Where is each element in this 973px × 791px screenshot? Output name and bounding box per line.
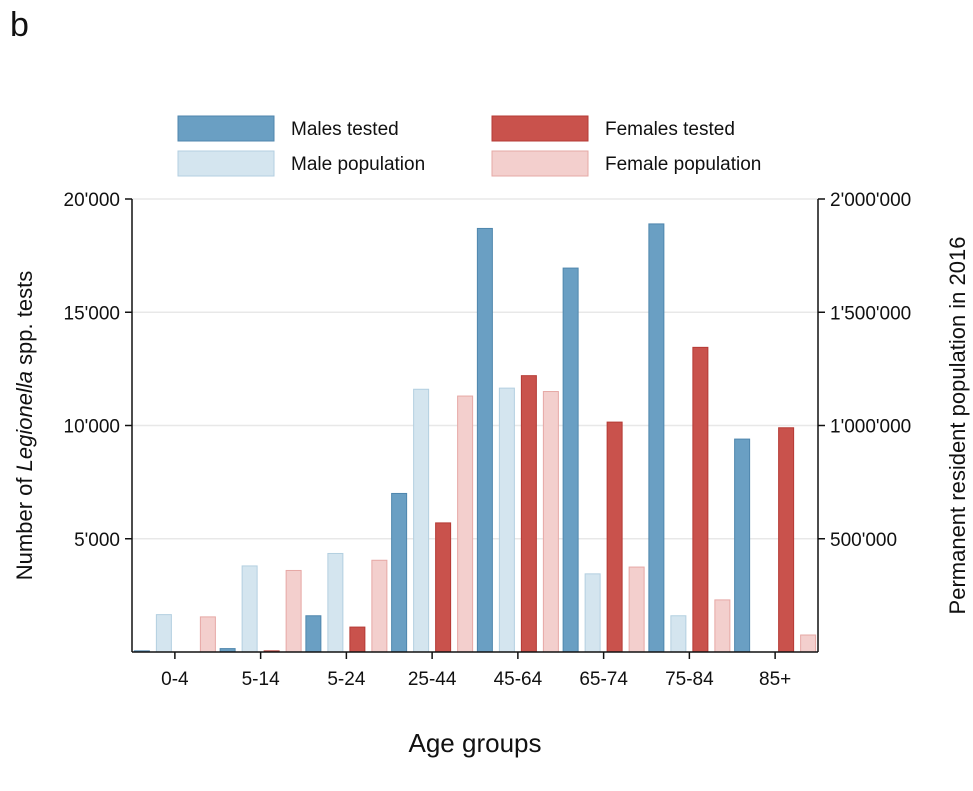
y2-tick-label: 500'000 [830,530,897,551]
y-axis-title: Number of Legionella spp. tests [12,271,37,580]
y2-tick-label: 2'000'000 [830,190,911,211]
females-tested-bar [435,522,452,653]
x-tick-label: 5-14 [242,669,280,690]
panel-label: b [10,6,29,44]
y-title-prefix: Number of [12,471,37,580]
females-tested-bar [692,346,709,653]
legend-swatch-males-tested [177,115,275,142]
male-population-bar [155,614,172,653]
y-title-italic: Legionella [12,371,37,471]
legend-label-females-tested: Females tested [605,119,735,140]
y-tick-label: 10'000 [64,417,120,438]
legend-label-males-tested: Males tested [291,119,399,140]
x-tick-label: 0-4 [161,669,189,690]
female-population-bar [542,391,559,653]
x-tick-label: 45-64 [494,669,543,690]
males-tested-bar [562,267,579,653]
y-tick-label: 15'000 [64,303,120,324]
legend-swatch-females-tested [491,115,589,142]
males-tested-bar [476,227,493,653]
legend-label-male-population: Male population [291,154,425,175]
females-tested-bar [520,375,537,653]
females-tested-bar [778,427,795,653]
male-population-bar [413,388,430,653]
female-population-bar [371,559,388,653]
male-population-bar [327,552,344,653]
y-title-suffix: spp. tests [12,271,37,371]
female-population-bar [800,634,817,653]
x-tick-label: 5-24 [327,669,365,690]
female-population-bar [285,569,302,653]
male-population-bar [498,387,515,653]
bars [133,223,817,653]
male-population-bar [584,573,601,653]
x-tick-label: 75-84 [665,669,714,690]
tick-labels: 5'000 10'000 15'000 20'000 500'000 1'000'000 1… [64,190,912,690]
x-tick-label: 85+ [759,669,791,690]
males-tested-bar [305,615,322,653]
gridlines [132,198,818,540]
female-population-bar [628,566,645,653]
female-population-bar [714,599,731,653]
males-tested-bar [391,492,408,653]
y2-axis-title: Permanent resident population in 2016 [945,237,970,615]
female-population-bar [457,395,474,653]
males-tested-bar [648,223,665,653]
females-tested-bar [349,626,366,653]
y-tick-label: 5'000 [74,530,120,551]
females-tested-bar [606,421,623,653]
y2-tick-label: 1'500'000 [830,303,911,324]
y-tick-label: 20'000 [64,190,120,211]
female-population-bar [199,616,216,653]
males-tested-bar [734,438,751,653]
male-population-bar [241,565,258,653]
legend: Males tested Male population Females teste… [177,115,761,177]
legend-swatch-female-population [491,150,589,177]
legend-swatch-male-population [177,150,275,177]
x-tick-label: 65-74 [579,669,628,690]
x-tick-label: 25-44 [408,669,457,690]
legend-label-female-population: Female population [605,154,761,175]
male-population-bar [670,615,687,653]
x-axis-title: Age groups [409,728,542,758]
y2-tick-label: 1'000'000 [830,417,911,438]
